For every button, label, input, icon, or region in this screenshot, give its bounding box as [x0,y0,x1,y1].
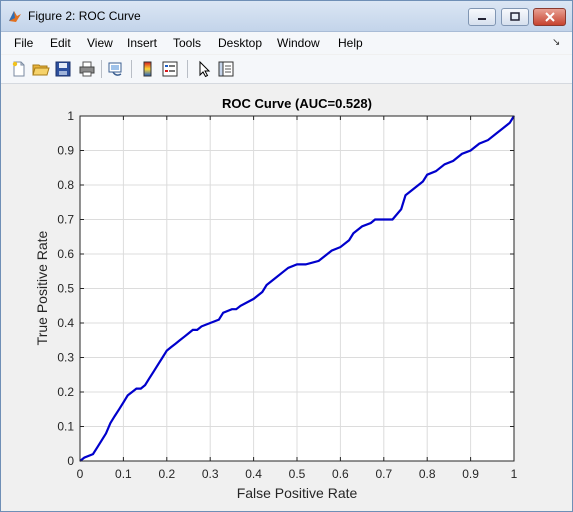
x-tick-label: 0.8 [419,467,436,481]
y-tick-label: 0.2 [57,385,74,399]
y-tick-label: 0.8 [57,178,74,192]
x-tick-label: 0 [77,467,84,481]
property-inspector-icon[interactable] [217,60,235,78]
menu-desktop[interactable]: Desktop [218,36,263,50]
insert-legend-icon[interactable] [161,60,179,78]
menu-insert[interactable]: Insert [127,36,158,50]
y-tick-label: 0.3 [57,351,74,365]
y-axis-label: True Positive Rate [34,230,50,345]
y-tick-label: 0.5 [57,282,74,296]
y-tick-label: 0 [67,454,74,468]
chart-title: ROC Curve (AUC=0.528) [222,96,372,111]
x-tick-label: 0.1 [115,467,132,481]
x-tick-label: 0.4 [245,467,262,481]
menu-window[interactable]: Window [277,36,320,50]
y-tick-label: 1 [67,109,74,123]
toolbar-separator [187,60,188,78]
matlab-logo-icon [9,11,21,22]
figure-canvas: 0 0.1 0.2 0.3 0.4 0.5 0.6 0.7 0.8 0.9 1 0 0.1 0.2 0.3… [1,84,572,511]
x-tick-label: 0.6 [332,467,349,481]
insert-colorbar-icon[interactable] [139,60,157,78]
y-tick-label: 0.9 [57,144,74,158]
toolbar-separator [101,60,102,78]
chevron-icon[interactable]: ↘ [552,37,561,48]
x-tick-label: 1 [511,467,518,481]
x-axis-label: False Positive Rate [237,485,358,501]
x-axis-ticks: 0 0.1 0.2 0.3 0.4 0.5 0.6 0.7 0.8 0.9 1 [77,116,518,481]
x-tick-label: 0.9 [462,467,479,481]
roc-series-line [79,115,515,462]
minimize-button[interactable] [468,8,496,26]
maximize-icon [510,12,520,21]
new-figure-icon[interactable] [10,60,28,78]
menu-view[interactable]: View [87,36,113,50]
x-tick-label: 0.7 [375,467,392,481]
menu-tools[interactable]: Tools [173,36,202,50]
save-icon[interactable] [54,60,72,78]
menu-edit[interactable]: Edit [50,36,71,50]
menu-file[interactable]: File [14,36,34,50]
menu-bar: File Edit View Insert Tools Desktop Wind… [1,32,572,54]
title-bar[interactable]: Figure 2: ROC Curve [1,1,572,32]
roc-chart[interactable]: 0 0.1 0.2 0.3 0.4 0.5 0.6 0.7 0.8 0.9 1 0 0.1 0.2 0.3… [1,84,572,511]
maximize-button[interactable] [501,8,529,26]
close-button[interactable] [533,8,566,26]
x-tick-label: 0.2 [158,467,175,481]
x-tick-label: 0.3 [202,467,219,481]
y-tick-label: 0.1 [57,420,74,434]
link-plot-icon[interactable] [107,60,125,78]
toolbar [1,55,572,84]
y-axis-ticks: 0 0.1 0.2 0.3 0.4 0.5 0.6 0.7 0.8 0.9 1 [57,109,514,468]
x-tick-label: 0.5 [289,467,306,481]
toolbar-separator [131,60,132,78]
grid [80,116,514,461]
y-tick-label: 0.4 [57,316,74,330]
edit-plot-pointer-icon[interactable] [196,60,214,78]
y-tick-label: 0.6 [57,247,74,261]
close-icon [544,12,555,22]
print-icon[interactable] [78,60,96,78]
axes-box [79,115,515,462]
y-tick-label: 0.7 [57,213,74,227]
open-file-icon[interactable] [32,60,50,78]
menu-help[interactable]: Help [338,36,363,50]
minimize-icon [478,18,486,20]
window-title: Figure 2: ROC Curve [28,9,141,23]
